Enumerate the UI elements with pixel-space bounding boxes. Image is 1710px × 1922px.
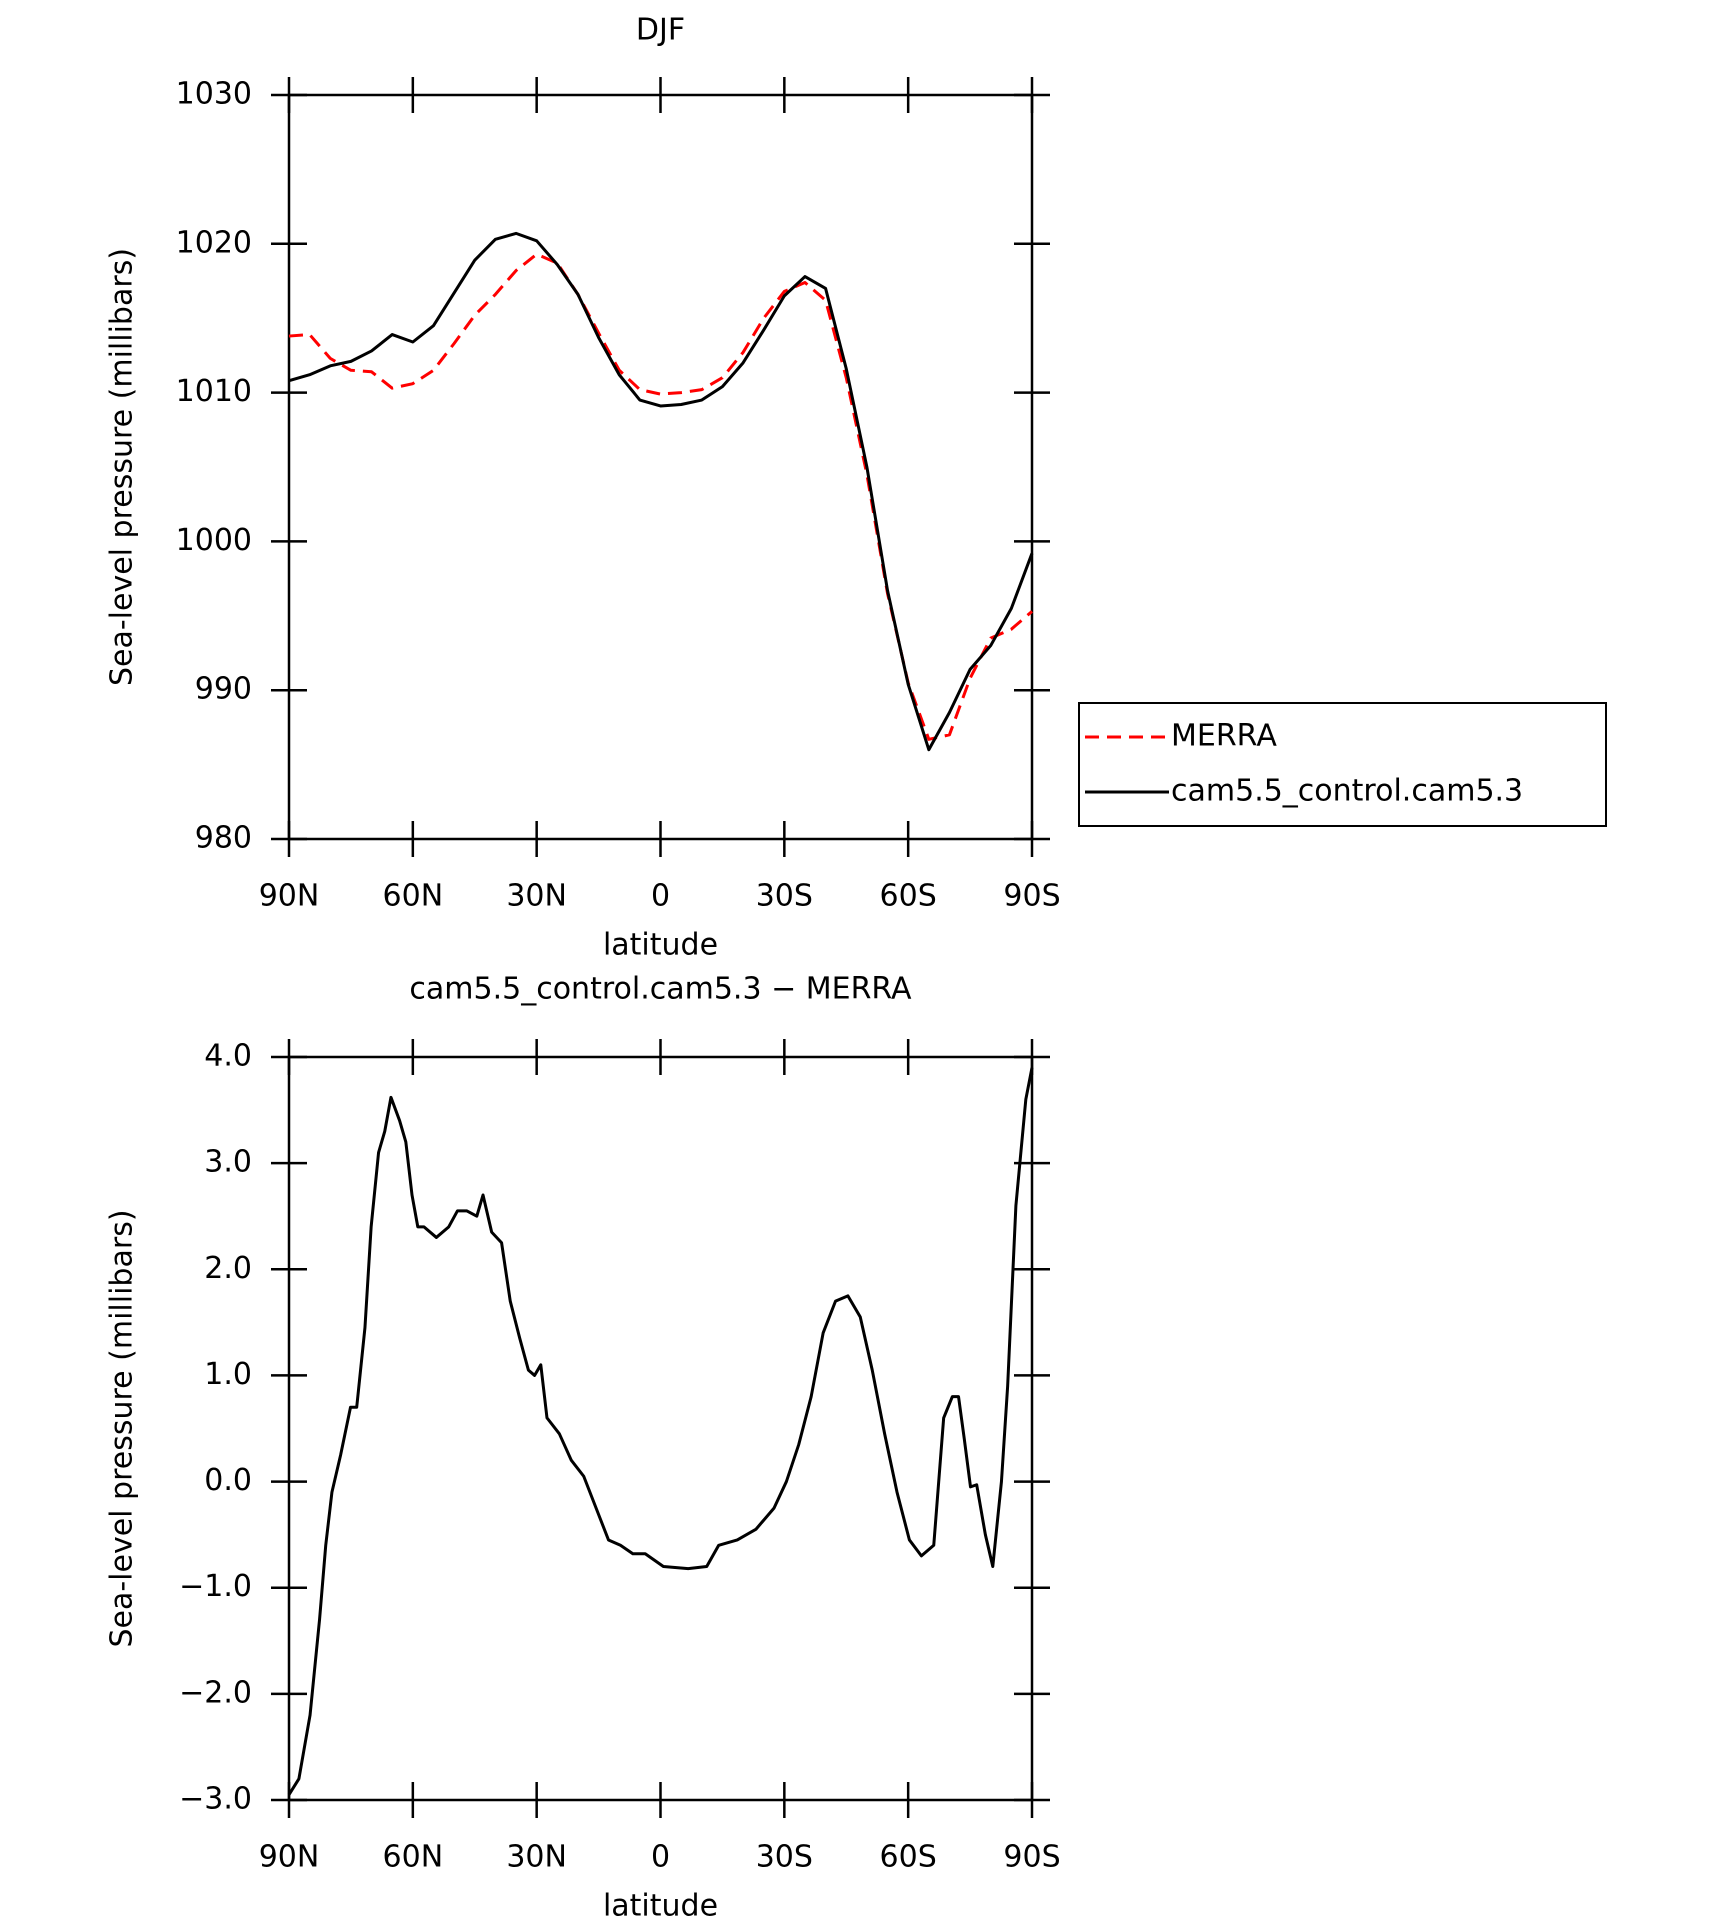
y-tick-label: 1030 [176,77,252,112]
y-tick-label: 1.0 [204,1357,252,1392]
x-tick-label: 30S [756,879,813,914]
y-tick-label: −1.0 [179,1569,252,1604]
series-line [287,1067,1034,1796]
chart-title: DJF [636,13,685,48]
x-tick-label: 90S [1003,1840,1060,1875]
y-tick-label: 0.0 [204,1463,252,1498]
x-tick-label: 60N [383,879,444,914]
y-tick-label: 980 [195,821,252,856]
x-tick-label: 0 [651,1840,670,1875]
x-axis-label: latitude [603,1889,718,1922]
chart-title: cam5.5_control.cam5.3 − MERRA [409,972,912,1007]
y-axis-label: Sea-level pressure (millibars) [105,1209,140,1647]
y-tick-label: 4.0 [204,1039,252,1074]
series-line [288,252,1033,741]
x-tick-label: 60S [880,879,937,914]
legend-box [1078,702,1607,827]
legend-label: MERRA [1171,719,1277,754]
y-tick-label: −2.0 [179,1675,252,1710]
series-line [288,231,1034,752]
y-tick-label: −3.0 [179,1782,252,1817]
x-tick-label: 30N [506,1840,567,1875]
y-tick-label: 2.0 [204,1251,252,1286]
y-tick-label: 3.0 [204,1145,252,1180]
x-tick-label: 90S [1003,879,1060,914]
y-tick-label: 1020 [176,225,252,260]
x-tick-label: 60S [880,1840,937,1875]
y-tick-label: 990 [195,672,252,707]
legend-label: cam5.5_control.cam5.3 [1171,774,1523,809]
plot-frame [287,1055,1034,1802]
y-tick-label: 1000 [176,523,252,558]
x-tick-label: 0 [651,879,670,914]
x-tick-label: 60N [383,1840,444,1875]
x-tick-label: 30S [756,1840,813,1875]
x-tick-label: 90N [259,1840,320,1875]
y-axis-label: Sea-level pressure (millibars) [105,248,140,686]
x-axis-label: latitude [603,928,718,963]
y-tick-label: 1010 [176,374,252,409]
legend: MERRA cam5.5_control.cam5.3 [1078,702,1607,827]
x-tick-label: 90N [259,879,320,914]
x-tick-label: 30N [506,879,567,914]
